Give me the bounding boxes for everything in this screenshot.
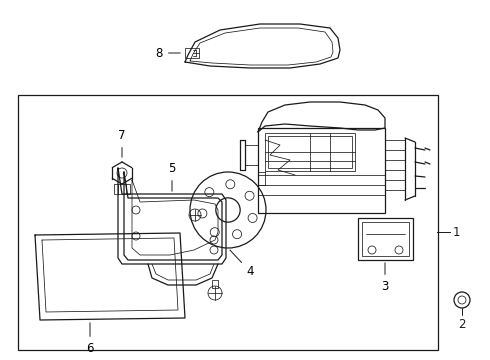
Text: 2: 2 bbox=[458, 318, 466, 331]
Text: 6: 6 bbox=[86, 323, 94, 355]
Text: 8: 8 bbox=[156, 46, 180, 59]
Text: 7: 7 bbox=[118, 129, 126, 157]
Bar bbox=[358, 218, 413, 260]
Bar bbox=[258, 128, 385, 213]
Bar bbox=[18, 95, 438, 350]
Bar bbox=[362, 222, 409, 256]
Text: 5: 5 bbox=[168, 162, 176, 191]
Bar bbox=[212, 280, 218, 288]
Text: 3: 3 bbox=[381, 263, 389, 293]
Bar bbox=[114, 184, 130, 194]
Bar bbox=[268, 136, 352, 168]
Bar bbox=[185, 48, 199, 58]
Text: 1: 1 bbox=[453, 225, 461, 239]
Bar bbox=[265, 133, 355, 171]
Text: 4: 4 bbox=[230, 250, 254, 278]
